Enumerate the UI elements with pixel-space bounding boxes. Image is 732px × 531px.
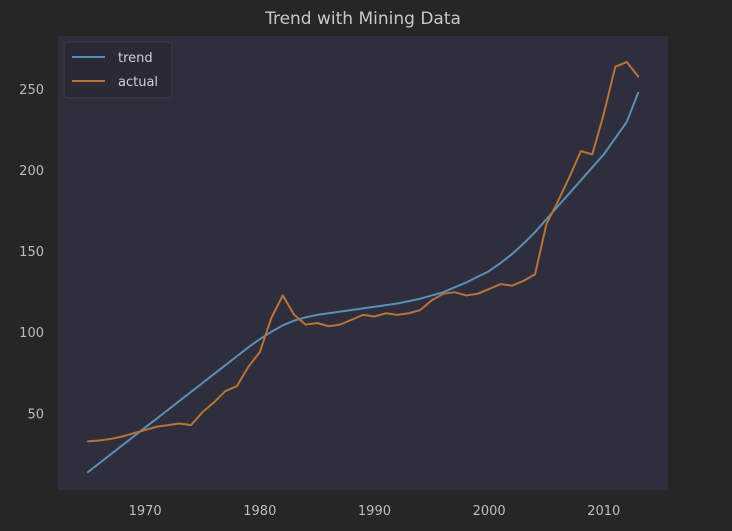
series-line-trend xyxy=(86,91,640,474)
legend: trend actual xyxy=(63,41,173,99)
series-line-actual xyxy=(86,60,640,443)
x-tick-label: 2000 xyxy=(473,504,506,519)
y-axis: 50 100 150 200 250 xyxy=(19,83,44,422)
y-tick-label: 250 xyxy=(19,83,44,98)
y-tick-label: 200 xyxy=(19,164,44,179)
series-layer xyxy=(86,60,640,474)
chart-title: Trend with Mining Data xyxy=(264,9,461,29)
legend-label-actual: actual xyxy=(118,75,158,90)
plot-area xyxy=(58,36,668,490)
x-tick-label: 1990 xyxy=(358,504,391,519)
x-axis: 1970 1980 1990 2000 2010 xyxy=(129,504,621,519)
y-tick-label: 50 xyxy=(27,407,44,422)
y-tick-label: 150 xyxy=(19,245,44,260)
legend-label-trend: trend xyxy=(118,51,153,66)
y-tick-label: 100 xyxy=(19,326,44,341)
x-tick-label: 1970 xyxy=(129,504,162,519)
x-tick-label: 1980 xyxy=(243,504,276,519)
x-tick-label: 2010 xyxy=(587,504,620,519)
